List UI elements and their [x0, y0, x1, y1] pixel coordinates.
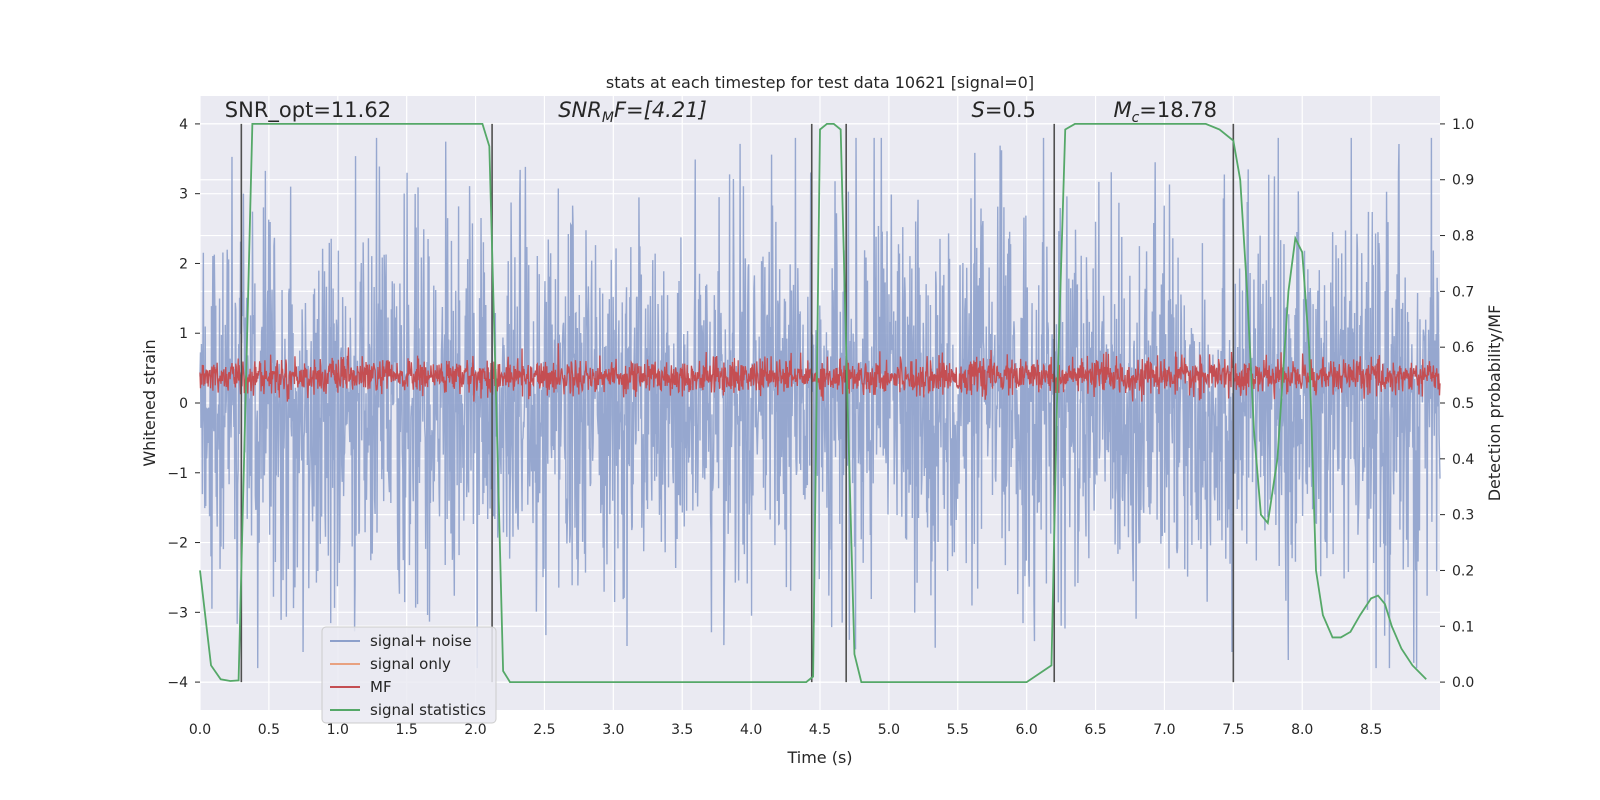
x-tick-label: 4.0 — [740, 722, 762, 738]
y2-tick-label: 0.1 — [1452, 619, 1474, 635]
x-tick-label: 0.5 — [258, 722, 280, 738]
y-tick-label: −2 — [167, 536, 188, 552]
y2-tick-label: 0.8 — [1452, 229, 1474, 245]
x-tick-label: 3.5 — [671, 722, 693, 738]
y-tick-label: 0 — [179, 396, 188, 412]
annotation-text: SNR_opt=11.62 — [225, 98, 391, 123]
x-tick-label: 7.0 — [1153, 722, 1175, 738]
x-tick-label: 6.5 — [1084, 722, 1106, 738]
plot-content — [199, 123, 1441, 683]
y-tick-label: 1 — [179, 326, 188, 342]
y-axis-label: Whitened strain — [140, 339, 159, 466]
legend-label: MF — [370, 678, 392, 696]
axes: 0.0 0.5 1.0 1.5 2.0 2.5 3.0 3.5 4.0 4.5 5.0 5.5 6.0 6… — [140, 73, 1504, 767]
y-tick-label: −3 — [167, 605, 188, 621]
y2-tick-label: 0.0 — [1452, 675, 1474, 691]
x-tick-label: 2.0 — [464, 722, 486, 738]
y-tick-label: 4 — [179, 117, 188, 133]
x-tick-label: 2.5 — [533, 722, 555, 738]
x-tick-label: 5.5 — [947, 722, 969, 738]
y2-tick-label: 0.9 — [1452, 173, 1474, 189]
x-axis-label: Time (s) — [786, 748, 852, 767]
annotations: SNR_opt=11.62 SNRMF=[4.21] S=0.5 Mc=18.78 — [225, 98, 1217, 126]
x-tick-label: 6.0 — [1016, 722, 1038, 738]
y2-tick-label: 0.2 — [1452, 563, 1474, 579]
y2-axis-label: Detection probability/MF — [1485, 305, 1504, 502]
y2-tick-label: 1.0 — [1452, 117, 1474, 133]
y-tick-label: 3 — [179, 187, 188, 203]
y2-tick-label: 0.4 — [1452, 452, 1474, 468]
y2-tick-label: 0.7 — [1452, 284, 1474, 300]
legend-label: signal only — [370, 655, 451, 673]
x-tick-label: 1.0 — [327, 722, 349, 738]
y2-tick-label: 0.6 — [1452, 340, 1474, 356]
x-tick-label: 1.5 — [396, 722, 418, 738]
x-tick-label: 8.0 — [1291, 722, 1313, 738]
legend-box — [321, 626, 497, 724]
y2-tick-label: 0.5 — [1452, 396, 1474, 412]
annotation-text: Mc=18.78 — [1113, 98, 1217, 126]
y-tick-label: 2 — [179, 256, 188, 272]
legend-label: signal statistics — [370, 701, 486, 719]
annotation-text: S=0.5 — [972, 98, 1036, 122]
x-tick-label: 0.0 — [189, 722, 211, 738]
x-tick-label: 8.5 — [1360, 722, 1382, 738]
x-tick-label: 5.0 — [878, 722, 900, 738]
signal-statistics-line — [199, 123, 1427, 683]
y2-tick-label: 0.3 — [1452, 508, 1474, 524]
y-tick-label: −4 — [167, 675, 188, 691]
legend-label: signal+ noise — [370, 632, 472, 650]
x-tick-label: 4.5 — [809, 722, 831, 738]
y-tick-label: −1 — [167, 466, 188, 482]
annotation-text: SNRMF=[4.21] — [558, 98, 707, 126]
legend: signal+ noise signal only MF signal statist… — [321, 626, 497, 724]
x-tick-label: 7.5 — [1222, 722, 1244, 738]
x-tick-label: 3.0 — [602, 722, 624, 738]
chart-title: stats at each timestep for test data 106… — [606, 73, 1034, 92]
